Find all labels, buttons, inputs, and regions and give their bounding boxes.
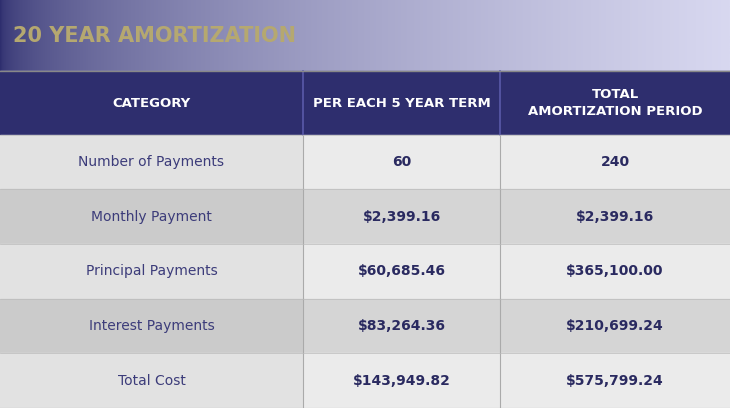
Text: $575,799.24: $575,799.24 (566, 374, 664, 388)
Text: 60: 60 (392, 155, 411, 169)
Text: $2,399.16: $2,399.16 (362, 210, 441, 224)
Text: 240: 240 (601, 155, 629, 169)
Text: Principal Payments: Principal Payments (85, 264, 218, 278)
Text: $83,264.36: $83,264.36 (358, 319, 445, 333)
Text: $60,685.46: $60,685.46 (358, 264, 445, 278)
Text: TOTAL
AMORTIZATION PERIOD: TOTAL AMORTIZATION PERIOD (528, 88, 702, 118)
Bar (303, 189, 730, 244)
Bar (303, 244, 730, 299)
Bar (303, 299, 730, 353)
Bar (0, 299, 303, 353)
Bar (0, 353, 303, 408)
Text: $2,399.16: $2,399.16 (576, 210, 654, 224)
Bar (0, 71, 730, 408)
Text: $210,699.24: $210,699.24 (566, 319, 664, 333)
Bar (0, 244, 303, 299)
Text: Interest Payments: Interest Payments (88, 319, 215, 333)
Text: Total Cost: Total Cost (118, 374, 185, 388)
Bar (0, 71, 730, 135)
Bar (0, 135, 303, 189)
Bar (303, 353, 730, 408)
Bar (0, 189, 303, 244)
Text: $365,100.00: $365,100.00 (566, 264, 664, 278)
Bar (303, 135, 730, 189)
Text: PER EACH 5 YEAR TERM: PER EACH 5 YEAR TERM (312, 97, 491, 109)
Text: Monthly Payment: Monthly Payment (91, 210, 212, 224)
Text: $143,949.82: $143,949.82 (353, 374, 450, 388)
Text: Number of Payments: Number of Payments (79, 155, 225, 169)
Text: CATEGORY: CATEGORY (112, 97, 191, 109)
Text: 20 YEAR AMORTIZATION: 20 YEAR AMORTIZATION (13, 26, 296, 46)
